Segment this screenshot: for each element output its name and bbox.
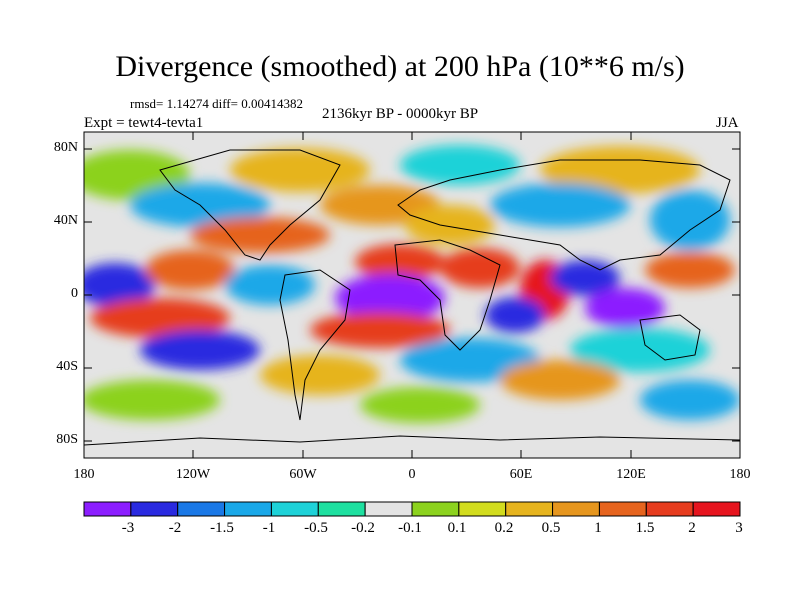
- y-tick-label: 40N: [53, 213, 78, 228]
- x-tick-label: 60W: [289, 467, 317, 482]
- colorbar-swatch: [83, 501, 132, 517]
- colorbar-label: -0.1: [398, 520, 422, 536]
- y-tick-label: 80N: [53, 140, 78, 155]
- colorbar-label: 3: [735, 520, 743, 536]
- x-tick-label: 120W: [175, 467, 211, 482]
- colorbar-swatch: [645, 501, 694, 517]
- colorbar-swatch: [692, 501, 741, 517]
- x-ticks: [83, 132, 741, 458]
- colorbar-label: -1.5: [210, 520, 234, 536]
- colorbar-swatch: [598, 501, 647, 517]
- season-label: JJA: [716, 115, 739, 131]
- colorbar-swatch: [130, 501, 179, 517]
- x-tick-label: 120E: [616, 467, 646, 482]
- colorbar-swatch: [552, 501, 600, 517]
- colorbar-label: 0.2: [494, 520, 514, 536]
- experiment-label: Expt = tewt4-tevta1: [84, 115, 204, 131]
- colorbar-swatch: [411, 501, 460, 517]
- x-tick-label: 0: [408, 467, 416, 482]
- divergence-field: [84, 132, 740, 458]
- y-tick-label: 0: [71, 286, 78, 301]
- map-title: Divergence (smoothed) at 200 hPa (10**6 …: [115, 50, 685, 83]
- colorbar: [83, 501, 741, 517]
- colorbar-swatch: [364, 501, 413, 517]
- colorbar-swatch: [458, 501, 507, 517]
- x-tick-label: 60E: [509, 467, 533, 482]
- colorbar-label: 0.5: [541, 520, 561, 536]
- y-ticks: [84, 148, 740, 442]
- colorbar-label: 1: [594, 520, 602, 536]
- colorbar-label: 0.1: [447, 520, 467, 536]
- colorbar-label: -1: [262, 520, 276, 536]
- colorbar-swatch: [317, 501, 366, 517]
- x-tick-label: 180: [729, 467, 751, 482]
- y-tick-label: 80S: [56, 432, 78, 447]
- colorbar-swatch: [224, 501, 272, 517]
- colorbar-label: -0.5: [304, 520, 328, 536]
- period-label: 2136kyr BP - 0000kyr BP: [322, 106, 479, 122]
- y-tick-label: 40S: [56, 359, 78, 374]
- coastlines: [84, 149, 740, 446]
- colorbar-label: -3: [121, 520, 135, 536]
- colorbar-label: 1.5: [635, 520, 655, 536]
- colorbar-label: -0.2: [351, 520, 375, 536]
- colorbar-swatch: [270, 501, 319, 517]
- x-tick-label: 180: [73, 467, 95, 482]
- colorbar-swatch: [505, 501, 554, 517]
- colorbar-label: -2: [168, 520, 182, 536]
- colorbar-swatch: [177, 501, 226, 517]
- colorbar-label: 2: [688, 520, 696, 536]
- stats-text: rmsd= 1.14274 diff= 0.00414382: [130, 96, 303, 111]
